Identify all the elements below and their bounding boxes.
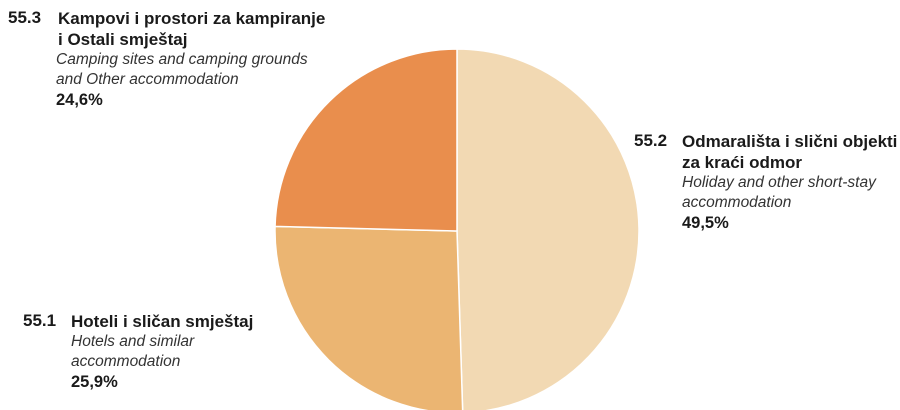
hotels-value-label: 25,9% [71, 373, 118, 391]
holiday-value-label: 49,5% [682, 214, 729, 232]
camping-name-hr: Kampovi i prostori za kampiranje [58, 9, 326, 28]
label-camping: 55.3 Kampovi i prostori za kampiranje i … [8, 8, 325, 111]
camping-name-hr-2: i Ostali smještaj [58, 30, 188, 49]
hotels-name-hr: Hoteli i sličan smještaj [71, 312, 254, 331]
camping-name-en-2: and Other accommodation [56, 71, 239, 88]
camping-value-label: 24,6% [56, 91, 103, 109]
camping-code: 55.3 [8, 8, 42, 27]
hotels-code: 55.1 [23, 311, 57, 330]
holiday-name-en-2: accommodation [682, 194, 792, 211]
label-hotels: 55.1 Hoteli i sličan smještaj Hotels and… [23, 311, 253, 393]
hotels-name-en: Hotels and similar [71, 333, 195, 350]
holiday-name-hr-2: za kraći odmor [682, 153, 802, 172]
holiday-name-en: Holiday and other short-stay [682, 174, 876, 191]
hotels-name-en-2: accommodation [71, 353, 181, 370]
pie-slice-camping [274, 48, 458, 232]
pie-slice-hotels [274, 225, 464, 410]
pie-slice-holiday [456, 48, 640, 410]
camping-name-en: Camping sites and camping grounds [56, 51, 308, 68]
label-holiday: 55.2 Odmarališta i slični objekti za kra… [634, 131, 897, 234]
holiday-name-hr: Odmarališta i slični objekti [682, 132, 898, 151]
holiday-code: 55.2 [634, 131, 668, 150]
